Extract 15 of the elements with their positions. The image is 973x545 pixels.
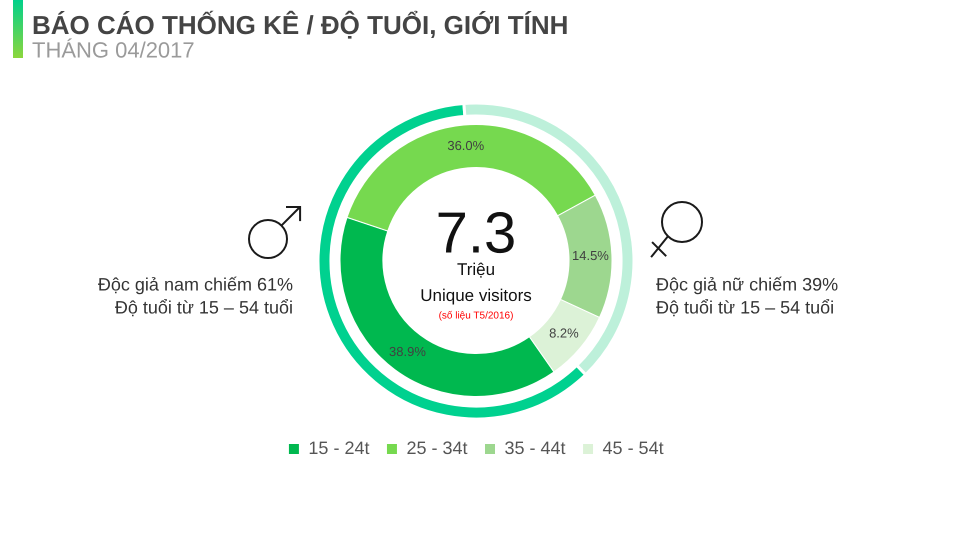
data-label: 14.5% [572, 248, 610, 264]
legend-label: 35 - 44t [504, 438, 566, 458]
slice-label: Độc giả nữ chiếm 39% [656, 274, 838, 296]
data-label: 36.0% [447, 138, 485, 154]
data-label: 38.9% [389, 344, 426, 359]
text: Độ tuổi từ 15 – 54 tuổi [114, 298, 293, 318]
legend-label: 45 - 54t [602, 438, 664, 458]
slice-label: Độc giả nam chiếm 61% [98, 274, 293, 296]
text: (số liệu T5/2016) [438, 310, 514, 322]
chart-subtitle: THÁNG 04/2017 [32, 37, 195, 63]
data-label: 8.2% [549, 325, 580, 340]
text: Độ tuổi từ 15 – 54 tuổi [656, 298, 834, 318]
legend-label: 15 - 24t [308, 438, 370, 458]
legend-label: 25 - 34t [406, 438, 468, 458]
text: Unique visitors [420, 286, 532, 306]
